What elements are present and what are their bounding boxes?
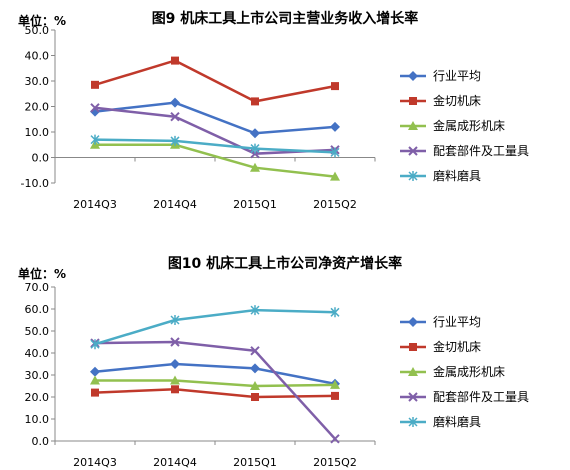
y-tick-label: 70.0 [25, 281, 50, 294]
chart-canvas: 0.0 10.0 20.0 30.0 40.0 50.0 60.0 70.0 2014Q3 201… [25, 281, 530, 469]
chart-title: 图10 机床工具上市公司净资产增长率 [167, 256, 403, 272]
y-tick-label: 0.0 [32, 152, 50, 165]
chart-net-asset-growth: 单位：% 图10 机床工具上市公司净资产增长率 0.0 10.0 20.0 30.0 4… [0, 235, 570, 470]
y-tick-label: 10.0 [25, 126, 50, 139]
legend-entry: 配套部件及工量具 [433, 389, 529, 404]
data-point [330, 171, 340, 181]
legend-entry: 金属成形机床 [433, 364, 505, 379]
data-point [171, 56, 179, 65]
series-line [94, 308, 336, 346]
y-tick-label: 50.0 [25, 325, 50, 338]
data-point [90, 134, 100, 145]
y-tick-label: 10.0 [25, 413, 50, 426]
series-line [95, 379, 336, 388]
y-tick-label: 20.0 [25, 391, 50, 404]
y-tick-label: -10.0 [21, 177, 49, 190]
data-point [331, 391, 339, 400]
data-point [330, 379, 340, 389]
data-point [170, 315, 180, 325]
data-point [90, 375, 100, 385]
data-point [170, 97, 180, 108]
data-point [250, 305, 260, 316]
legend-entry: 行业平均 [433, 315, 481, 329]
data-point [250, 143, 260, 154]
data-point [250, 128, 260, 139]
data-point [90, 103, 100, 113]
legend-entry: 配套部件及工量具 [433, 143, 529, 158]
y-tick-label: 40.0 [25, 50, 50, 63]
data-point [330, 434, 340, 444]
y-tick-label: 30.0 [25, 369, 50, 382]
x-tick-label: 2014Q4 [153, 456, 197, 469]
data-point [251, 97, 259, 106]
x-tick-label: 2015Q2 [313, 198, 357, 211]
legend-entry: 行业平均 [433, 69, 481, 83]
series-line [94, 340, 336, 440]
series-line [94, 106, 336, 155]
legend-marker [408, 171, 418, 181]
y-tick-label: 0.0 [32, 435, 50, 448]
series-line [94, 101, 336, 135]
x-tick-label: 2015Q1 [233, 456, 277, 469]
unit-label: 单位：% [18, 14, 67, 28]
data-point [170, 375, 180, 385]
legend-marker [409, 343, 417, 351]
x-tick-label: 2015Q2 [313, 456, 357, 469]
chart-title: 图9 机床工具上市公司主营业务收入增长率 [151, 11, 419, 27]
chart-canvas: -10.0 0.0 10.0 20.0 30.0 40.0 50.0 2014Q3 2014Q4… [21, 24, 529, 211]
data-point [330, 147, 340, 158]
x-tick-label: 2015Q1 [233, 198, 277, 211]
legend-entry: 磨料磨具 [433, 169, 481, 183]
data-point [330, 121, 340, 132]
legend-entry: 磨料磨具 [433, 415, 481, 429]
legend-marker [408, 392, 418, 402]
data-point [170, 359, 180, 369]
data-point [330, 307, 340, 318]
y-tick-label: 40.0 [25, 347, 50, 360]
legend-marker [408, 367, 418, 376]
data-point [91, 388, 99, 397]
data-point [250, 162, 260, 172]
data-point [250, 363, 260, 374]
legend-marker [408, 121, 418, 130]
legend-marker [409, 97, 417, 105]
y-tick-label: 60.0 [25, 303, 50, 316]
data-point [170, 111, 180, 122]
legend-entry: 金切机床 [433, 339, 481, 354]
chart-revenue-growth: 单位：% 图9 机床工具上市公司主营业务收入增长率 -10.0 0.0 10.0 20… [0, 0, 570, 225]
legend-marker [408, 417, 418, 427]
data-point [250, 381, 260, 390]
y-tick-label: 20.0 [25, 101, 50, 114]
legend-entry: 金属成形机床 [433, 118, 505, 133]
data-point [251, 393, 259, 401]
y-tick-label: 50.0 [25, 24, 50, 37]
data-point [91, 80, 99, 89]
legend-entry: 金切机床 [433, 93, 481, 108]
legend-marker [408, 71, 418, 81]
data-point [171, 385, 179, 394]
x-tick-label: 2014Q4 [153, 198, 197, 211]
x-tick-label: 2014Q3 [73, 456, 117, 469]
data-point [90, 339, 100, 350]
data-point [331, 82, 339, 91]
series-line [94, 59, 336, 103]
data-point [170, 337, 180, 347]
data-point [250, 346, 260, 356]
series-line [94, 138, 336, 154]
data-point [90, 366, 100, 377]
y-tick-label: 30.0 [25, 75, 50, 88]
series-line [95, 143, 336, 178]
data-point [170, 135, 180, 146]
legend-marker [408, 146, 418, 156]
legend-marker [408, 317, 418, 327]
x-tick-label: 2014Q3 [73, 198, 117, 211]
unit-label: 单位：% [18, 267, 67, 281]
series-line [94, 362, 336, 386]
series-line [94, 388, 336, 399]
